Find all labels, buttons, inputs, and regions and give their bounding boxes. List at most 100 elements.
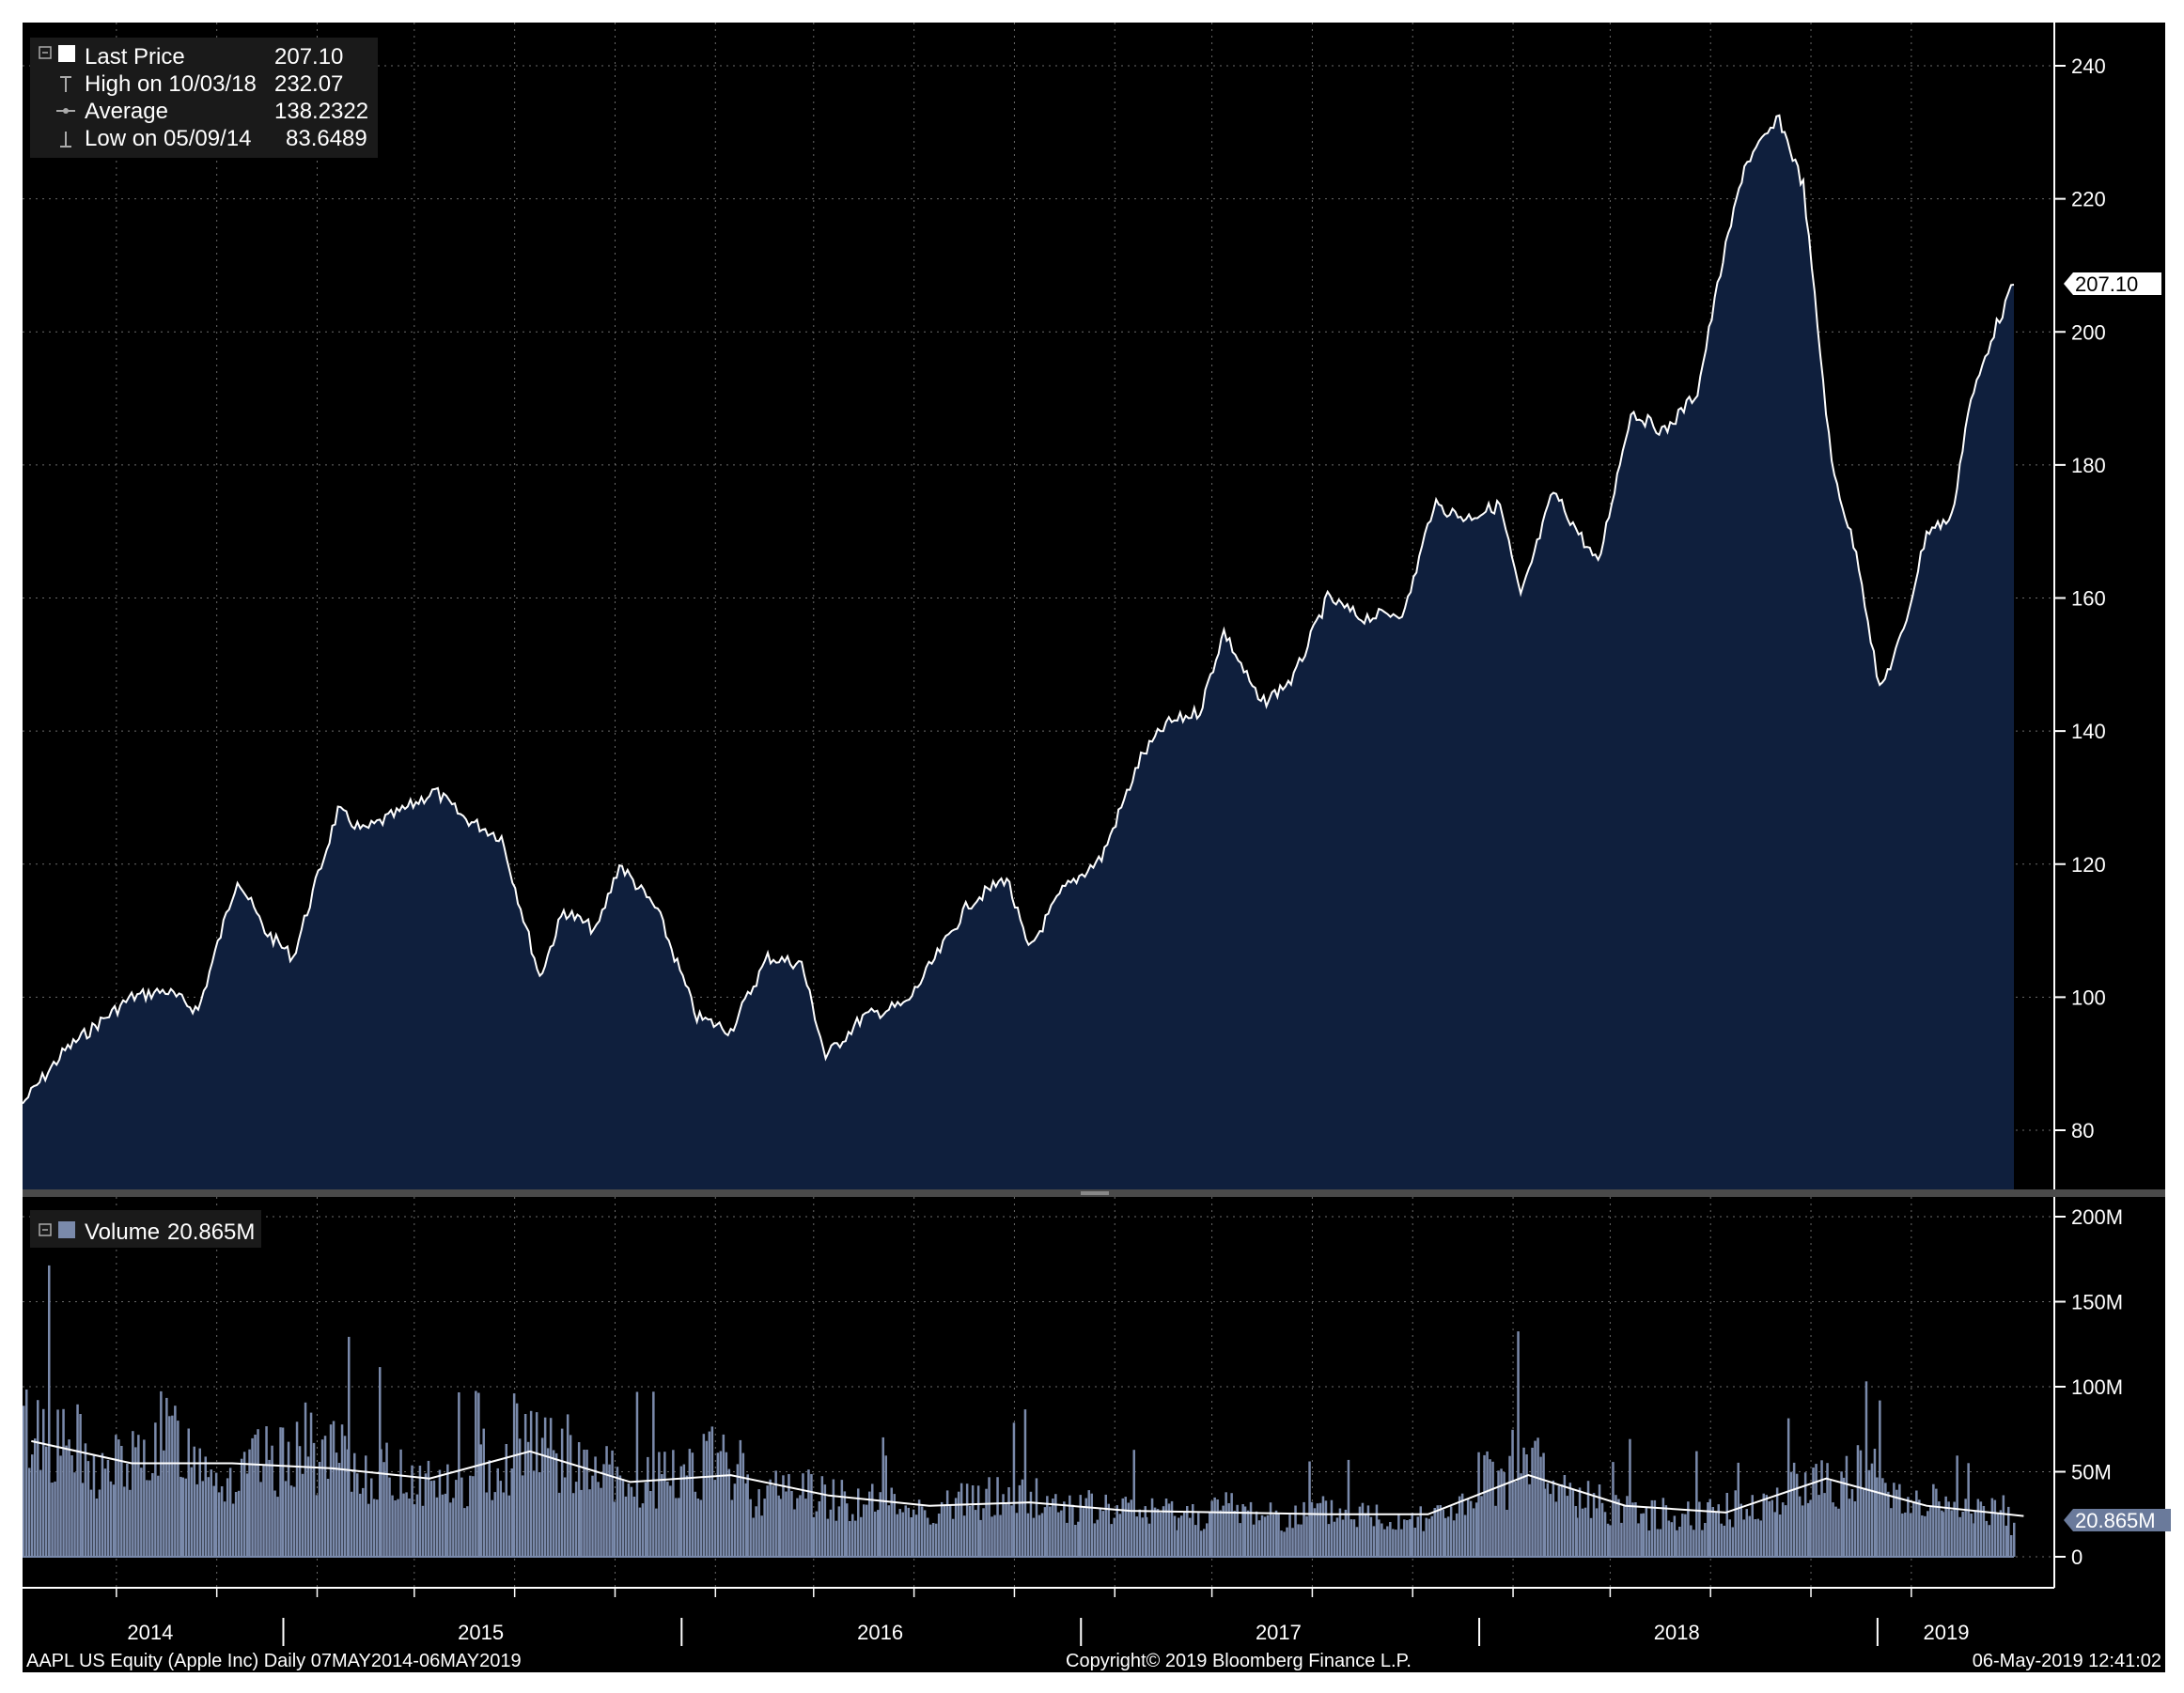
volume-bar bbox=[1310, 1501, 1314, 1557]
volume-bar bbox=[605, 1446, 608, 1557]
volume-bar bbox=[1167, 1503, 1171, 1557]
volume-bar bbox=[458, 1392, 460, 1557]
volume-bar bbox=[1656, 1529, 1660, 1557]
volume-bar bbox=[143, 1439, 146, 1557]
volume-bar bbox=[1768, 1500, 1771, 1557]
volume-bar bbox=[123, 1486, 126, 1557]
volume-bar bbox=[198, 1448, 201, 1557]
volume-bar bbox=[1455, 1513, 1459, 1557]
volume-bar bbox=[1817, 1495, 1820, 1557]
volume-bar bbox=[1327, 1524, 1331, 1557]
volume-bar bbox=[621, 1479, 625, 1557]
volume-bar bbox=[1271, 1514, 1275, 1557]
volume-legend-collapse-icon[interactable] bbox=[39, 1223, 52, 1236]
volume-bar bbox=[1942, 1512, 1944, 1557]
volume-bar bbox=[1775, 1487, 1779, 1557]
volume-bar bbox=[326, 1479, 330, 1557]
volume-bar bbox=[212, 1485, 215, 1557]
volume-bar bbox=[332, 1421, 335, 1557]
volume-bar bbox=[1731, 1527, 1734, 1557]
volume-legend-label: Volume bbox=[85, 1219, 160, 1245]
volume-bar bbox=[613, 1501, 616, 1557]
volume-bar bbox=[438, 1469, 442, 1557]
volume-bar bbox=[890, 1487, 893, 1557]
volume-bar bbox=[588, 1489, 591, 1557]
volume-bar bbox=[774, 1470, 777, 1557]
volume-bar bbox=[696, 1499, 700, 1557]
volume-bar bbox=[298, 1446, 302, 1557]
volume-bar bbox=[496, 1468, 499, 1557]
volume-bar bbox=[1634, 1502, 1637, 1557]
volume-bar bbox=[1294, 1505, 1297, 1557]
volume-bar bbox=[993, 1514, 996, 1557]
volume-bar bbox=[367, 1503, 370, 1557]
volume-bar bbox=[583, 1450, 585, 1557]
volume-bar bbox=[399, 1449, 402, 1557]
legend-last-value: 207.10 bbox=[274, 44, 343, 70]
panel-resize-handle[interactable] bbox=[1081, 1191, 1109, 1195]
volume-bar bbox=[39, 1469, 42, 1557]
volume-bar bbox=[1961, 1512, 1964, 1557]
volume-bar bbox=[1629, 1438, 1631, 1557]
volume-bar bbox=[1600, 1502, 1604, 1557]
volume-bar bbox=[340, 1424, 344, 1557]
volume-bar bbox=[112, 1484, 116, 1557]
volume-bar bbox=[1993, 1499, 1997, 1557]
volume-bar bbox=[1313, 1508, 1317, 1557]
volume-bar bbox=[1130, 1499, 1132, 1557]
volume-bar bbox=[577, 1442, 581, 1557]
low-marker-icon bbox=[60, 132, 71, 148]
volume-bar bbox=[1183, 1512, 1186, 1557]
volume-bar bbox=[289, 1485, 293, 1557]
volume-bar bbox=[887, 1505, 890, 1557]
volume-bar bbox=[1029, 1491, 1033, 1557]
volume-bar bbox=[1300, 1524, 1303, 1557]
volume-bar bbox=[248, 1449, 251, 1557]
volume-bar bbox=[1884, 1483, 1887, 1557]
volume-bar bbox=[1153, 1507, 1157, 1557]
volume-bar bbox=[1021, 1479, 1024, 1557]
volume-bar bbox=[1754, 1519, 1756, 1557]
volume-bar bbox=[207, 1477, 210, 1557]
volume-bar bbox=[843, 1491, 847, 1557]
volume-bar bbox=[1433, 1508, 1436, 1557]
legend-collapse-icon[interactable] bbox=[39, 46, 52, 59]
volume-bar bbox=[1806, 1502, 1810, 1557]
volume-bar bbox=[348, 1336, 351, 1557]
volume-bar bbox=[532, 1470, 536, 1557]
volume-bar bbox=[449, 1502, 452, 1557]
volume-bar bbox=[835, 1520, 838, 1557]
volume-bar bbox=[337, 1463, 341, 1557]
volume-bar bbox=[1159, 1513, 1162, 1557]
volume-bar bbox=[1305, 1515, 1308, 1557]
volume-bar bbox=[923, 1510, 927, 1557]
volume-bar bbox=[1107, 1503, 1110, 1557]
volume-bar bbox=[1077, 1521, 1080, 1557]
volume-bar bbox=[901, 1512, 904, 1557]
volume-bar bbox=[1335, 1517, 1339, 1557]
volume-bar bbox=[804, 1499, 807, 1557]
average-marker-icon bbox=[56, 108, 75, 114]
volume-bar bbox=[1514, 1481, 1517, 1557]
volume-bar bbox=[1090, 1493, 1093, 1557]
volume-bar bbox=[523, 1414, 527, 1557]
volume-bar bbox=[1252, 1524, 1256, 1557]
volume-bar bbox=[1862, 1489, 1865, 1557]
volume-bar bbox=[1935, 1488, 1938, 1557]
volume-bar bbox=[223, 1501, 226, 1557]
volume-tick-label: 0 bbox=[2071, 1545, 2083, 1569]
volume-bar bbox=[772, 1485, 774, 1557]
volume-bar bbox=[1765, 1495, 1768, 1557]
volume-bar bbox=[529, 1410, 533, 1557]
volume-bar bbox=[996, 1477, 999, 1557]
volume-bar bbox=[411, 1465, 413, 1557]
volume-bar bbox=[1491, 1461, 1494, 1557]
price-legend-box bbox=[30, 38, 378, 158]
volume-bar bbox=[76, 1404, 79, 1557]
volume-bar bbox=[1318, 1502, 1322, 1557]
volume-bar bbox=[749, 1499, 752, 1557]
volume-bar bbox=[165, 1397, 168, 1557]
footer-copyright: Copyright© 2019 Bloomberg Finance L.P. bbox=[1066, 1651, 1412, 1671]
volume-bar bbox=[444, 1493, 447, 1557]
legend-high-value: 232.07 bbox=[274, 71, 343, 97]
